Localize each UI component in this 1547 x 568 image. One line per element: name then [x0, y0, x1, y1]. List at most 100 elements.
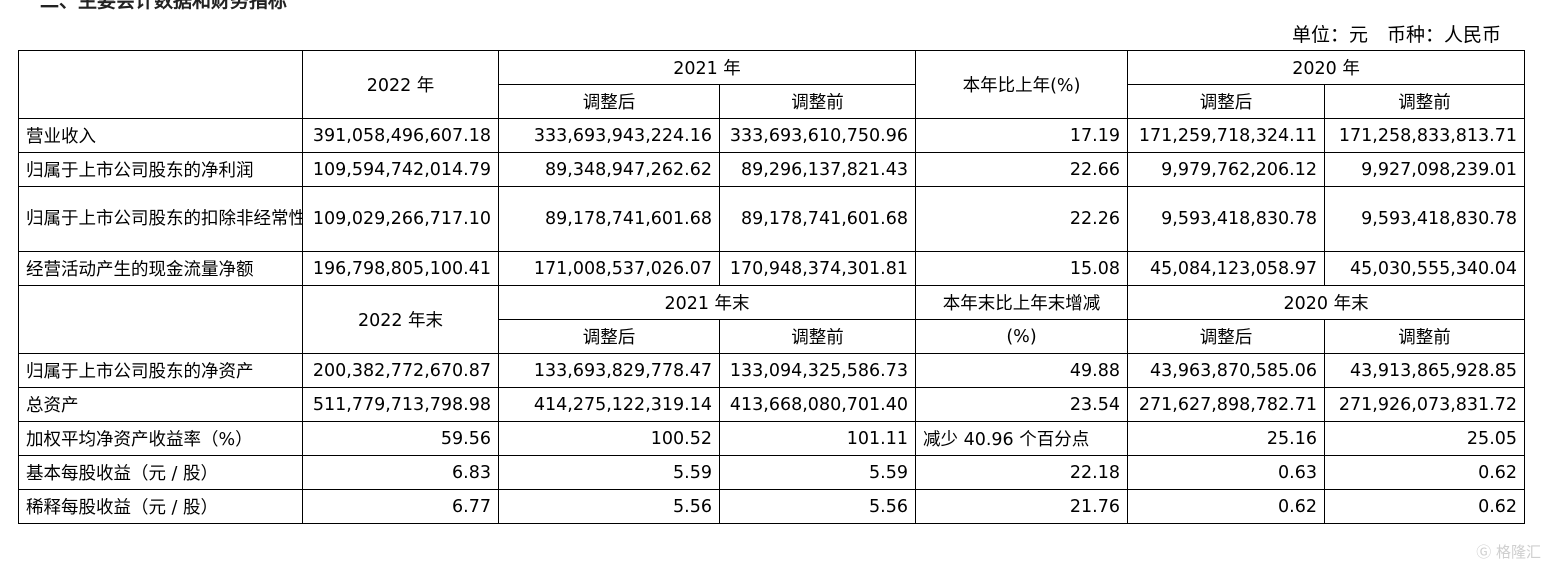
- header-yoy: 本年比上年(%): [915, 50, 1129, 119]
- header-blank-cell: [18, 285, 303, 354]
- cell-2021-before: 413,668,080,701.40: [718, 387, 917, 422]
- cell-2021-after: 133,693,829,778.47: [498, 353, 720, 388]
- table-row: 营业收入 391,058,496,607.18 333,693,943,224.…: [18, 118, 1526, 153]
- header-2020-end-adjusted-before: 调整前: [1324, 319, 1526, 354]
- header-row-1: 2022 年 2021 年 本年比上年(%) 2020 年: [18, 50, 1526, 119]
- cell-2021-after: 89,178,741,601.68: [498, 186, 720, 252]
- header-row-2: 2022 年末 2021 年末 本年末比上年末增减 2020 年末: [18, 285, 1526, 354]
- cell-2021-before: 133,094,325,586.73: [718, 353, 917, 388]
- table-row: 归属于上市公司股东的净资产 200,382,772,670.87 133,693…: [18, 353, 1526, 388]
- cell-2021-before: 89,178,741,601.68: [718, 186, 917, 252]
- header-2020-adjusted-after: 调整后: [1127, 84, 1326, 119]
- cell-2022: 109,594,742,014.79: [302, 152, 499, 187]
- cell-yoy: 减少 40.96 个百分点: [915, 421, 1129, 456]
- cell-yoy: 15.08: [915, 251, 1129, 286]
- unit-currency-note: 单位：元 币种：人民币: [1291, 24, 1501, 46]
- row-label: 基本每股收益（元 / 股）: [18, 455, 303, 490]
- table-row: 加权平均净资产收益率（%） 59.56 100.52 101.11 减少 40.…: [18, 421, 1526, 456]
- cell-2020-before: 45,030,555,340.04: [1324, 251, 1526, 286]
- cell-2020-before: 9,593,418,830.78: [1324, 186, 1526, 252]
- cell-2020-before: 171,258,833,813.71: [1324, 118, 1526, 153]
- table-row: 经营活动产生的现金流量净额 196,798,805,100.41 171,008…: [18, 251, 1526, 286]
- cell-2021-after: 414,275,122,319.14: [498, 387, 720, 422]
- cell-yoy: 22.26: [915, 186, 1129, 252]
- cell-2022: 391,058,496,607.18: [302, 118, 499, 153]
- cell-2020-after: 45,084,123,058.97: [1127, 251, 1326, 286]
- cell-2020-before: 25.05: [1324, 421, 1526, 456]
- header-2021-adjusted-after: 调整后: [498, 84, 720, 119]
- table-row: 归属于上市公司股东的扣除非经常性损益的净利润 109,029,266,717.1…: [18, 186, 1526, 252]
- table-row: 基本每股收益（元 / 股） 6.83 5.59 5.59 22.18 0.63 …: [18, 455, 1526, 490]
- table-row: 稀释每股收益（元 / 股） 6.77 5.56 5.56 21.76 0.62 …: [18, 489, 1526, 524]
- cell-2021-before: 333,693,610,750.96: [718, 118, 917, 153]
- cell-2021-after: 333,693,943,224.16: [498, 118, 720, 153]
- cell-2021-after: 5.56: [498, 489, 720, 524]
- header-2022: 2022 年: [302, 50, 499, 119]
- header-2020-end: 2020 年末: [1127, 285, 1526, 320]
- cell-2021-after: 100.52: [498, 421, 720, 456]
- header-2021-end: 2021 年末: [497, 285, 917, 320]
- section-title: 二、主要会计数据和财务指标: [40, 0, 288, 12]
- row-label: 稀释每股收益（元 / 股）: [18, 489, 303, 524]
- cell-2021-before: 170,948,374,301.81: [718, 251, 917, 286]
- row-label: 总资产: [18, 387, 303, 422]
- cell-2022: 59.56: [302, 421, 499, 456]
- financial-data-table: 2022 年 2021 年 本年比上年(%) 2020 年 调整后 调整前 调整…: [18, 50, 1526, 524]
- header-2020-adjusted-before: 调整前: [1324, 84, 1526, 119]
- watermark-text: 格隆汇: [1495, 543, 1541, 561]
- header-row-2b: 调整后 调整前 (%) 调整后 调整前: [19, 319, 1526, 354]
- cell-2021-before: 89,296,137,821.43: [718, 152, 917, 187]
- cell-2022: 6.83: [302, 455, 499, 490]
- cell-2020-after: 0.63: [1127, 455, 1326, 490]
- cell-yoy: 22.66: [915, 152, 1129, 187]
- cell-2022: 200,382,772,670.87: [302, 353, 499, 388]
- cell-2020-after: 171,259,718,324.11: [1127, 118, 1326, 153]
- cell-2022: 196,798,805,100.41: [302, 251, 499, 286]
- cell-2021-before: 5.56: [718, 489, 917, 524]
- cell-2020-after: 9,979,762,206.12: [1127, 152, 1326, 187]
- header-row-1b: 调整后 调整前 调整后 调整前: [19, 84, 1526, 119]
- header-2020: 2020 年: [1127, 50, 1526, 85]
- cell-2020-after: 43,963,870,585.06: [1127, 353, 1326, 388]
- cell-2020-before: 0.62: [1324, 489, 1526, 524]
- header-2021-end-adjusted-before: 调整前: [718, 319, 917, 354]
- row-label: 经营活动产生的现金流量净额: [18, 251, 303, 286]
- row-label: 归属于上市公司股东的扣除非经常性损益的净利润: [18, 186, 303, 252]
- row-label: 归属于上市公司股东的净资产: [18, 353, 303, 388]
- cell-2020-before: 43,913,865,928.85: [1324, 353, 1526, 388]
- row-label: 归属于上市公司股东的净利润: [18, 152, 303, 187]
- header-yoy-end-line2: (%): [915, 319, 1129, 354]
- cell-2020-after: 9,593,418,830.78: [1127, 186, 1326, 252]
- cell-2020-before: 271,926,073,831.72: [1324, 387, 1526, 422]
- header-2021: 2021 年: [497, 50, 917, 85]
- cell-2022: 511,779,713,798.98: [302, 387, 499, 422]
- cell-yoy: 49.88: [915, 353, 1129, 388]
- cell-2022: 6.77: [302, 489, 499, 524]
- watermark-logo: Ⓖ 格隆汇: [1476, 541, 1541, 562]
- cell-yoy: 22.18: [915, 455, 1129, 490]
- cell-2020-after: 0.62: [1127, 489, 1326, 524]
- header-2020-end-adjusted-after: 调整后: [1127, 319, 1326, 354]
- cell-2021-after: 89,348,947,262.62: [498, 152, 720, 187]
- cell-2021-after: 171,008,537,026.07: [498, 251, 720, 286]
- cell-2020-before: 9,927,098,239.01: [1324, 152, 1526, 187]
- cell-2021-before: 101.11: [718, 421, 917, 456]
- header-2022-end: 2022 年末: [302, 285, 499, 354]
- cell-2021-after: 5.59: [498, 455, 720, 490]
- table-row: 归属于上市公司股东的净利润 109,594,742,014.79 89,348,…: [18, 152, 1526, 187]
- header-2021-end-adjusted-after: 调整后: [498, 319, 720, 354]
- table-row: 总资产 511,779,713,798.98 414,275,122,319.1…: [18, 387, 1526, 422]
- cell-2020-after: 271,627,898,782.71: [1127, 387, 1326, 422]
- cell-yoy: 17.19: [915, 118, 1129, 153]
- row-label: 营业收入: [18, 118, 303, 153]
- cell-yoy: 23.54: [915, 387, 1129, 422]
- row-label: 加权平均净资产收益率（%）: [18, 421, 303, 456]
- cell-yoy: 21.76: [915, 489, 1129, 524]
- cell-2020-before: 0.62: [1324, 455, 1526, 490]
- watermark-icon: Ⓖ: [1476, 543, 1492, 561]
- header-blank-cell: [18, 50, 303, 119]
- cell-2020-after: 25.16: [1127, 421, 1326, 456]
- header-yoy-end-line1: 本年末比上年末增减: [915, 285, 1129, 320]
- cell-2021-before: 5.59: [718, 455, 917, 490]
- cell-2022: 109,029,266,717.10: [302, 186, 499, 252]
